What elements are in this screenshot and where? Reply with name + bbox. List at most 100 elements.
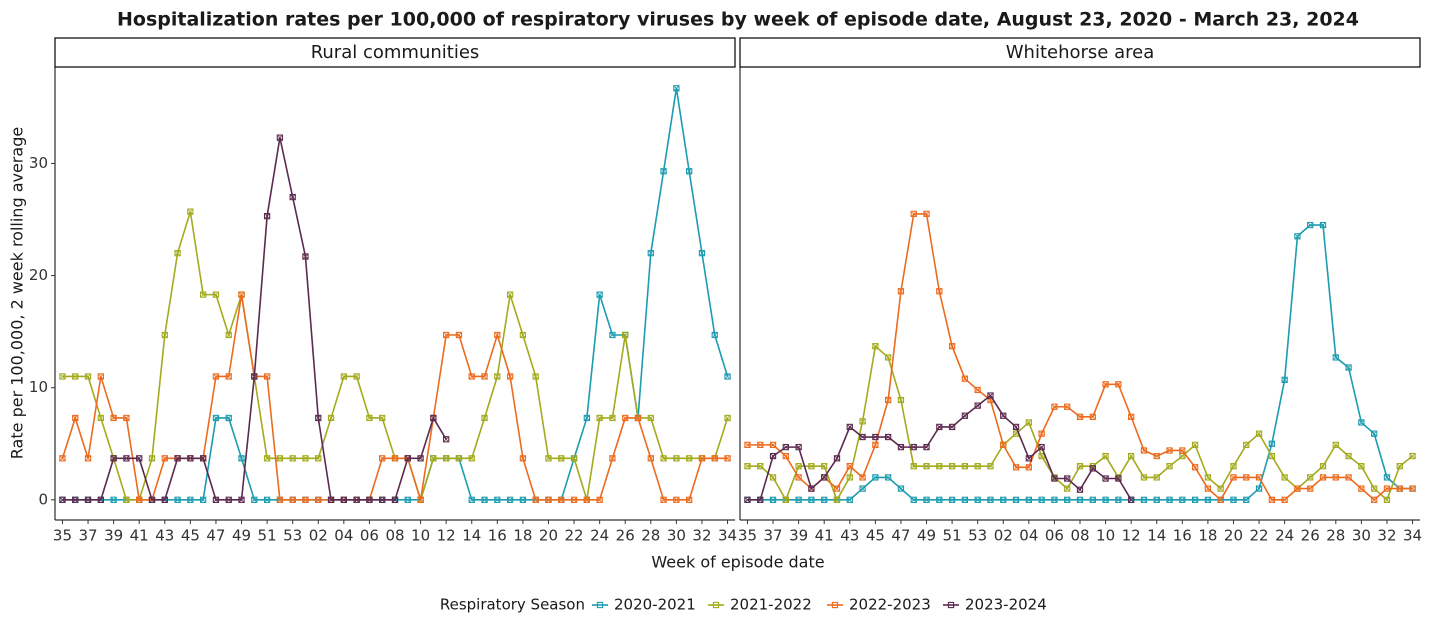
point-cross (72, 497, 78, 503)
x-tick-label: 45 (866, 527, 885, 545)
point-cross (783, 453, 789, 459)
x-tick-label: 16 (488, 527, 507, 545)
point-cross (1077, 497, 1083, 503)
point (545, 455, 552, 462)
point (1179, 447, 1186, 454)
point-cross (757, 497, 763, 503)
point-cross (1103, 382, 1108, 387)
point (1268, 440, 1275, 447)
point (570, 496, 578, 503)
point (212, 496, 220, 503)
point (1191, 441, 1199, 449)
point (238, 455, 245, 462)
point (1000, 496, 1007, 503)
point (757, 441, 764, 449)
x-tick-label: 08 (1070, 527, 1089, 545)
point-cross (1180, 453, 1185, 459)
point (1281, 376, 1288, 383)
point-cross (226, 415, 232, 421)
x-tick-label: 12 (437, 527, 456, 545)
point-cross (937, 424, 942, 430)
point-cross (98, 497, 104, 503)
point-cross (482, 497, 487, 503)
point (884, 474, 892, 481)
point (110, 455, 117, 462)
point (634, 414, 642, 422)
point (846, 474, 853, 481)
point-cross (1167, 448, 1172, 453)
point-cross (1359, 486, 1364, 491)
point-cross (1039, 431, 1044, 436)
point-cross (315, 415, 321, 421)
point (455, 331, 463, 339)
point-cross (1333, 355, 1339, 360)
point (1166, 447, 1173, 454)
point (263, 212, 271, 220)
point-cross (1000, 497, 1006, 503)
legend-label: 2022-2023 (849, 596, 931, 614)
point-cross (162, 332, 168, 338)
point-cross (898, 288, 904, 294)
point-cross (1333, 475, 1339, 480)
point (782, 452, 789, 460)
point-cross (264, 456, 270, 461)
point-cross (264, 497, 270, 503)
point-cross (1218, 497, 1223, 503)
point (795, 443, 802, 451)
point-cross (1269, 497, 1275, 503)
point-cross (962, 497, 968, 503)
point-cross (379, 456, 385, 461)
point (212, 291, 220, 298)
point (1204, 474, 1212, 481)
point (1140, 496, 1148, 503)
point-cross (834, 486, 840, 491)
point (187, 496, 194, 503)
point (808, 463, 815, 470)
point (769, 474, 777, 481)
point (833, 485, 841, 492)
point (1332, 441, 1339, 449)
point (757, 463, 764, 470)
x-tick-label: 51 (943, 527, 962, 545)
x-tick-label: 47 (206, 527, 225, 545)
point-cross (635, 415, 641, 421)
point (366, 496, 373, 503)
point-cross (597, 497, 602, 503)
point (1140, 474, 1148, 481)
point-cross (367, 415, 372, 421)
point-cross (622, 415, 628, 421)
point-cross (796, 497, 801, 503)
point (1076, 463, 1084, 470)
x-tick-label: 30 (667, 527, 686, 545)
point (238, 291, 245, 298)
point (494, 373, 501, 380)
point (506, 291, 514, 298)
point-cross (949, 424, 955, 430)
point (987, 496, 994, 503)
point-cross (213, 292, 219, 297)
point-cross (924, 211, 929, 217)
point-cross (796, 475, 801, 480)
point-cross (1141, 475, 1147, 480)
point-cross (72, 374, 78, 379)
point (724, 414, 731, 422)
point-cross (290, 456, 295, 461)
point (289, 455, 296, 462)
point (1255, 430, 1263, 437)
facet-title: Whitehorse area (1006, 42, 1154, 63)
point-cross (111, 456, 116, 461)
point (673, 496, 680, 503)
point-cross (860, 475, 865, 480)
point-cross (911, 497, 917, 503)
point (366, 414, 373, 422)
series-line (747, 213, 1413, 502)
point (1153, 496, 1160, 503)
point (251, 496, 258, 503)
point (353, 496, 360, 503)
x-tick-label: 39 (104, 527, 123, 545)
point-cross (610, 456, 615, 461)
x-tick-label: 20 (539, 527, 558, 545)
point-cross (770, 453, 776, 459)
point-cross (610, 415, 615, 421)
